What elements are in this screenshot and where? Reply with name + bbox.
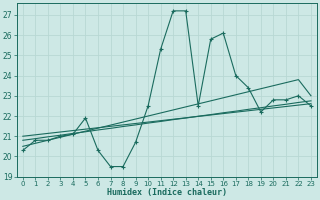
X-axis label: Humidex (Indice chaleur): Humidex (Indice chaleur) [107, 188, 227, 197]
